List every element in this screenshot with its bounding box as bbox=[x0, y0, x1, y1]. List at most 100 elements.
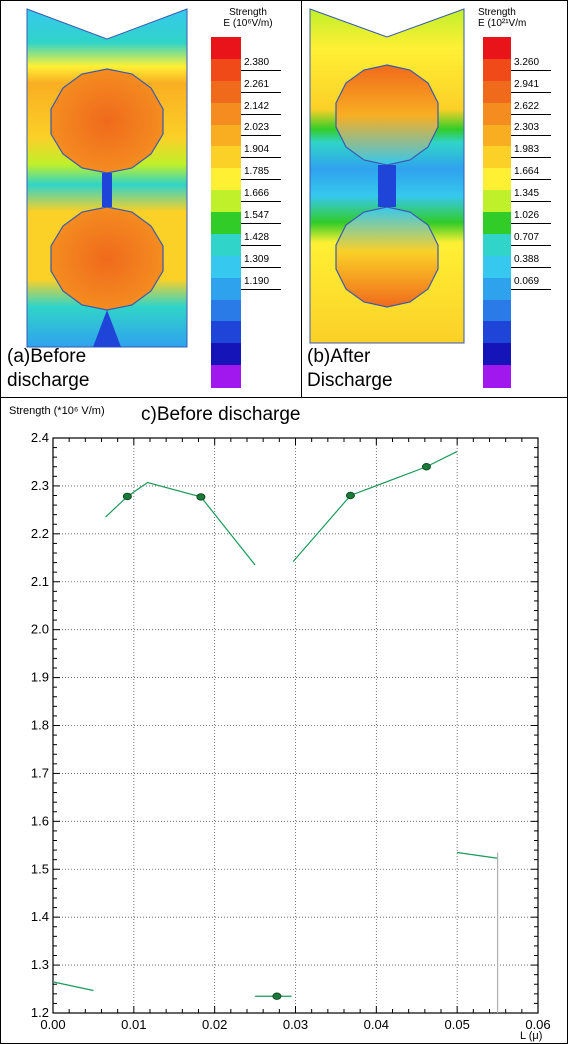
colorbar-tick-label: 1.547 bbox=[244, 209, 270, 221]
y-tick-label: 1.2 bbox=[31, 1005, 49, 1020]
series-line-segment bbox=[52, 981, 94, 992]
x-tick-label: 0.03 bbox=[283, 1017, 308, 1032]
series-line-segment bbox=[105, 481, 256, 566]
colorbar-tick-label: 3.260 bbox=[514, 56, 540, 68]
colorbar-tick-line bbox=[511, 135, 551, 137]
conductor-bottom-a bbox=[50, 206, 164, 311]
colorbar-segment bbox=[211, 233, 241, 257]
colorbar-segment bbox=[211, 102, 241, 125]
colorbar-tick-line bbox=[511, 91, 551, 93]
colorbar-segment bbox=[483, 365, 511, 388]
data-point bbox=[196, 493, 206, 501]
colorbar-tick-line bbox=[511, 179, 551, 181]
colorbar-tick-label: 2.142 bbox=[244, 100, 270, 112]
colorbar-tick-label: 1.309 bbox=[244, 253, 270, 265]
colorbar-segment bbox=[483, 146, 511, 169]
colorbar-segment bbox=[483, 233, 511, 257]
colorbar-tick-label: 1.428 bbox=[244, 231, 270, 243]
colorbar-b-title-line2: E (10²¹V/m bbox=[478, 18, 527, 29]
grid bbox=[52, 437, 539, 1014]
colorbar-segment bbox=[211, 80, 241, 104]
x-tick-label: 0.01 bbox=[121, 1017, 146, 1032]
y-tick-label: 2.1 bbox=[31, 574, 49, 589]
x-tick-label: 0.05 bbox=[445, 1017, 470, 1032]
bottom-spike-a bbox=[93, 310, 121, 347]
colorbar-tick-line bbox=[241, 135, 281, 137]
colorbar-segment bbox=[211, 277, 241, 300]
colorbar-tick-label: 2.303 bbox=[514, 122, 540, 134]
colorbar-segment bbox=[211, 58, 241, 82]
caption-b-line2: Discharge bbox=[307, 370, 393, 391]
colorbar-tick-line bbox=[241, 201, 281, 203]
colorbar-b bbox=[483, 37, 511, 388]
y-tick-label: 2.4 bbox=[31, 430, 49, 445]
gap-region-b bbox=[378, 165, 396, 207]
colorbar-segment bbox=[211, 190, 241, 213]
data-point bbox=[421, 463, 431, 471]
colorbar-tick-label: 1.904 bbox=[244, 144, 270, 156]
colorbar-segment bbox=[483, 343, 511, 366]
data-point bbox=[272, 992, 282, 1000]
colorbar-tick-line bbox=[511, 222, 551, 224]
panel-after-discharge: (b)After Discharge Strength E (10²¹V/m 3… bbox=[301, 0, 568, 398]
x-axis-label: L (μ) bbox=[520, 1030, 542, 1042]
colorbar-tick-label: 1.190 bbox=[244, 275, 270, 287]
colorbar-tick-line bbox=[511, 157, 551, 159]
colorbar-segment bbox=[483, 299, 511, 322]
colorbar-a-title-line2: E (10⁶V/m) bbox=[223, 18, 273, 29]
colorbar-tick-label: 1.785 bbox=[244, 166, 270, 178]
colorbar-tick-line bbox=[511, 201, 551, 203]
colorbar-tick-label: 1.345 bbox=[514, 188, 540, 200]
colorbar-segment bbox=[483, 321, 511, 344]
colorbar-segment bbox=[211, 124, 241, 147]
y-tick-label: 1.3 bbox=[31, 957, 49, 972]
colorbar-tick-label: 1.666 bbox=[244, 188, 270, 200]
caption-b-line1: (b)After bbox=[307, 346, 371, 367]
y-tick-label: 1.8 bbox=[31, 718, 49, 733]
colorbar-tick-line bbox=[241, 266, 281, 268]
colorbar-tick-line bbox=[241, 179, 281, 181]
colorbar-tick-label: 2.622 bbox=[514, 100, 540, 112]
x-tick-label: 0.04 bbox=[364, 1017, 389, 1032]
y-axis-label: Strength (*10⁶ V/m) bbox=[9, 405, 105, 417]
colorbar-a-title-line1: Strength bbox=[229, 7, 267, 18]
colorbar-segment bbox=[483, 124, 511, 147]
colorbar-tick-line bbox=[511, 69, 551, 71]
colorbar-tick-label: 0.388 bbox=[514, 253, 540, 265]
colorbar-segment bbox=[211, 168, 241, 191]
colorbar-a bbox=[211, 37, 241, 388]
colorbar-tick-line bbox=[511, 113, 551, 115]
series-line-segment bbox=[292, 450, 458, 563]
series-line-segment bbox=[457, 851, 498, 859]
colorbar-tick-line bbox=[511, 244, 551, 246]
colorbar-segment bbox=[483, 168, 511, 191]
chart-title: c)Before discharge bbox=[141, 404, 300, 425]
colorbar-tick-label: 1.664 bbox=[514, 166, 540, 178]
colorbar-segment bbox=[211, 299, 241, 322]
colorbar-segment bbox=[211, 212, 241, 235]
colorbar-a-title: Strength E (10⁶V/m) bbox=[195, 7, 301, 29]
colorbar-tick-line bbox=[241, 288, 281, 290]
colorbar-tick-line bbox=[511, 288, 551, 290]
colorbar-segment bbox=[211, 37, 241, 60]
colorbar-tick-line bbox=[241, 157, 281, 159]
series bbox=[52, 450, 499, 1013]
y-tick-label: 1.6 bbox=[31, 813, 49, 828]
colorbar-tick-line bbox=[241, 113, 281, 115]
colorbar-segment bbox=[483, 58, 511, 82]
markers bbox=[122, 463, 431, 1000]
colorbar-tick-line bbox=[241, 69, 281, 71]
contour-plot-after bbox=[309, 8, 465, 344]
colorbar-tick-line bbox=[241, 91, 281, 93]
colorbar-tick-line bbox=[241, 222, 281, 224]
colorbar-segment bbox=[483, 102, 511, 125]
colorbar-tick-label: 0.707 bbox=[514, 231, 540, 243]
conductor-top-b bbox=[335, 64, 439, 166]
colorbar-b-title: Strength E (10²¹V/m bbox=[478, 7, 568, 29]
x-tick-label: 0.06 bbox=[525, 1017, 550, 1032]
colorbar-tick-label: 0.069 bbox=[514, 275, 540, 287]
colorbar-b-title-line1: Strength bbox=[478, 7, 516, 18]
caption-a-line1: (a)Before bbox=[7, 346, 87, 367]
line-chart: 1.21.31.41.51.61.71.81.92.02.12.22.32.4 … bbox=[9, 404, 551, 1042]
colorbar-tick-label: 2.261 bbox=[244, 78, 270, 90]
